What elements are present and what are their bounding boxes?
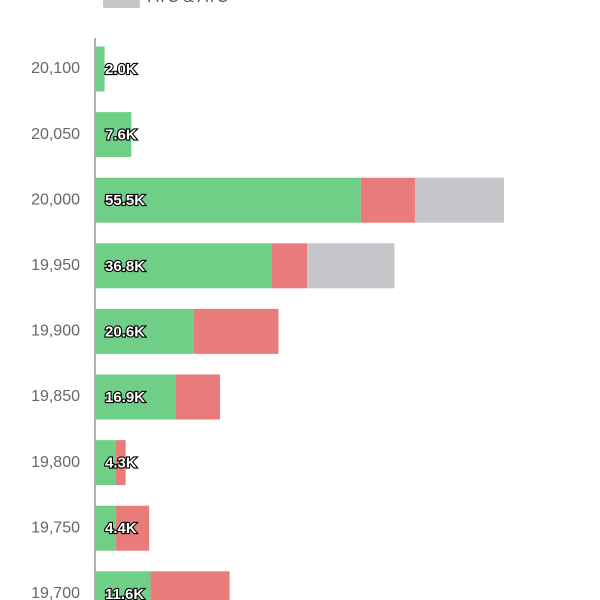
- bar-segment: [95, 243, 272, 289]
- y-tick-label: 19,750: [31, 519, 80, 536]
- bar-segment: [95, 46, 105, 92]
- y-tick-label: 19,800: [31, 454, 80, 471]
- data-label: 4.4K: [105, 520, 137, 537]
- y-tick-label: 20,100: [31, 60, 80, 77]
- data-label: 16.9K: [105, 389, 145, 406]
- data-label: 7.6K: [105, 127, 137, 144]
- bar-segment: [360, 177, 415, 223]
- bar-segment: [175, 374, 221, 420]
- bar-segment: [116, 505, 150, 551]
- bar-segment: [150, 571, 230, 600]
- y-tick-label: 19,700: [31, 585, 80, 600]
- data-label: 20.6K: [105, 323, 145, 340]
- bar-segment: [95, 571, 151, 600]
- bar-segment: [271, 243, 308, 289]
- bar-segment: [95, 112, 132, 158]
- bar-segment: [95, 308, 194, 354]
- data-label: 11.6K: [105, 586, 144, 600]
- data-label: 2.0K: [105, 61, 137, 78]
- bar-segment: [193, 308, 279, 354]
- bar-segment: [95, 440, 116, 486]
- bar-segment: [95, 505, 117, 551]
- data-label: 4.3K: [105, 455, 137, 472]
- y-tick-label: 19,950: [31, 257, 80, 274]
- y-tick-label: 20,000: [31, 191, 80, 208]
- bar-segment: [307, 243, 395, 289]
- bar-segment: [95, 177, 361, 223]
- data-label: 36.8K: [105, 258, 145, 275]
- y-tick-label: 20,050: [31, 126, 80, 143]
- y-tick-label: 19,850: [31, 388, 80, 405]
- data-label: 55.5K: [105, 192, 145, 209]
- bar-segment: [95, 374, 176, 420]
- legend-label: ATC & ATC: [148, 0, 228, 6]
- bar-segment: [115, 440, 126, 486]
- y-tick-label: 19,900: [31, 323, 80, 340]
- legend-swatch: [103, 0, 140, 8]
- bar-segment: [414, 177, 505, 223]
